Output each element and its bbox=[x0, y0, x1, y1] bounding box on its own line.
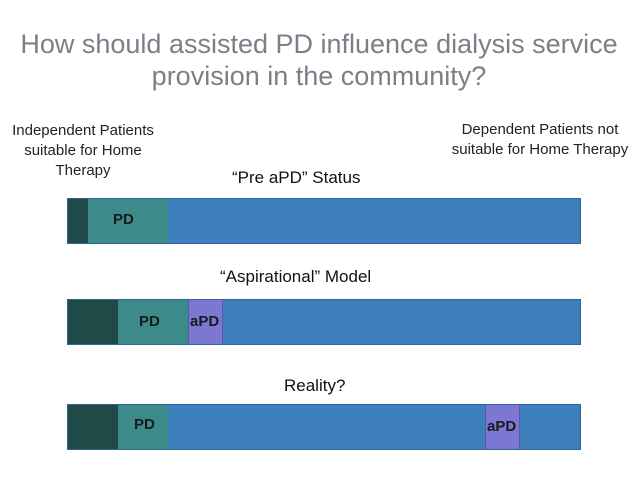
independent-segment bbox=[68, 300, 118, 344]
reality-caption: Reality? bbox=[284, 376, 346, 395]
pd-label: PD bbox=[139, 313, 160, 330]
pd-segment: PD bbox=[118, 300, 188, 344]
independent-segment bbox=[68, 405, 118, 449]
apd-segment: aPD bbox=[188, 300, 223, 344]
apd-label: aPD bbox=[487, 418, 517, 435]
dependent-patients-note: Dependent Patients not suitable for Home… bbox=[451, 121, 629, 158]
independent-segment bbox=[68, 199, 88, 243]
pre-apd-status-bar: PD bbox=[67, 198, 581, 244]
pd-label: PD bbox=[134, 416, 155, 433]
independent-patients-note: Independent Patients suitable for Home T… bbox=[12, 122, 154, 179]
pd-segment: PD bbox=[88, 199, 168, 243]
apd-label: aPD bbox=[190, 313, 220, 330]
aspirational-model-bar: PD aPD bbox=[67, 299, 581, 345]
reality-bar: PD aPD bbox=[67, 404, 581, 450]
apd-segment: aPD bbox=[485, 405, 520, 449]
pre-apd-status-caption: “Pre aPD” Status bbox=[232, 168, 361, 187]
aspirational-model-caption: “Aspirational” Model bbox=[220, 267, 372, 286]
slide-title: How should assisted PD influence dialysi… bbox=[20, 29, 618, 91]
pd-segment: PD bbox=[118, 405, 168, 449]
pd-label: PD bbox=[113, 211, 134, 228]
